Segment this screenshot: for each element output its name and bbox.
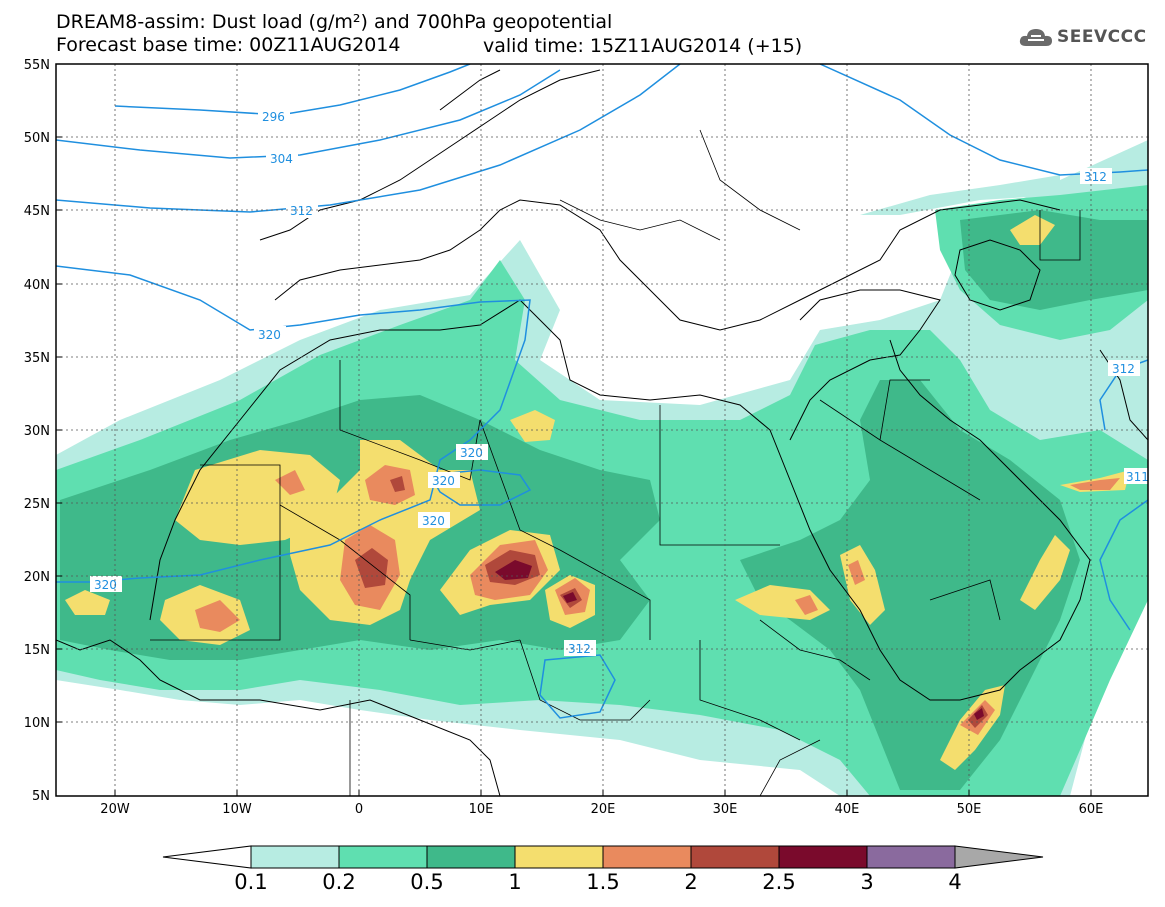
gridlines <box>56 64 1148 796</box>
latitude-labels: 55N 50N 45N 40N 35N 30N 25N 20N 15N 10N … <box>24 58 50 804</box>
lon-label: 10E <box>469 802 494 817</box>
contour-label: 304 <box>270 152 293 166</box>
lat-label: 55N <box>24 58 50 73</box>
legend-label: 2.5 <box>762 870 796 894</box>
contour-label: 320 <box>94 578 117 592</box>
contour-label: 320 <box>258 328 281 342</box>
logo-text: SEEVCCC <box>1057 27 1147 47</box>
geopotential-contours <box>56 64 1148 719</box>
lat-label: 20N <box>24 570 50 585</box>
legend-swatch <box>338 845 428 869</box>
contour-label: 312 <box>290 204 313 218</box>
legend-swatch <box>602 845 692 869</box>
seevccc-logo: SEEVCCC <box>1018 26 1147 48</box>
legend-swatch <box>690 845 780 869</box>
contour-label: 296 <box>262 110 285 124</box>
lon-label: 0 <box>355 802 363 817</box>
lon-label: 10W <box>222 802 252 817</box>
legend-label: 4 <box>948 870 962 894</box>
longitude-labels: 20W 10W 0 10E 20E 30E 40E 50E 60E <box>100 802 1103 817</box>
lon-label: 20E <box>591 802 616 817</box>
lat-label: 15N <box>24 643 50 658</box>
lat-label: 30N <box>24 424 50 439</box>
lat-label: 5N <box>32 789 50 804</box>
lon-label: 50E <box>957 802 982 817</box>
legend-arrow-high <box>954 845 1044 869</box>
cloud-logo-icon <box>1019 29 1052 46</box>
legend-label: 1.5 <box>586 870 620 894</box>
legend-label: 1 <box>508 870 522 894</box>
valid-time: valid time: 15Z11AUG2014 (+15) <box>483 35 803 57</box>
legend-swatch <box>514 845 604 869</box>
legend-swatch <box>426 845 516 869</box>
lat-label: 35N <box>24 351 50 366</box>
contour-label: 312 <box>1084 170 1107 184</box>
tick-marks <box>56 63 1092 796</box>
legend-label: 2 <box>684 870 698 894</box>
legend-label: 0.5 <box>410 870 444 894</box>
legend-label: 3 <box>860 870 874 894</box>
lon-label: 60E <box>1079 802 1104 817</box>
map-title: DREAM8-assim: Dust load (g/m²) and 700hP… <box>56 11 613 33</box>
country-borders <box>150 129 1081 796</box>
contour-label: 320 <box>432 474 455 488</box>
lon-label: 30E <box>713 802 738 817</box>
contour-label: 312 <box>568 642 591 656</box>
legend-arrow-low <box>162 845 252 869</box>
contour-label: 320 <box>460 446 483 460</box>
lat-label: 10N <box>24 716 50 731</box>
lat-label: 45N <box>24 204 50 219</box>
lat-label: 40N <box>24 278 50 293</box>
legend-label: 0.2 <box>322 870 356 894</box>
legend-swatch <box>866 845 956 869</box>
contour-label: 320 <box>422 514 445 528</box>
contour-label: 311 <box>1126 470 1149 484</box>
legend-swatch <box>250 845 340 869</box>
forecast-base-time: Forecast base time: 00Z11AUG2014 <box>56 34 401 56</box>
contour-labels: 296 304 312 320 320 320 320 320 312 312 … <box>90 108 1149 656</box>
lon-label: 20W <box>100 802 130 817</box>
lat-label: 25N <box>24 497 50 512</box>
legend-label: 0.1 <box>234 870 268 894</box>
lon-label: 40E <box>835 802 860 817</box>
map-area <box>56 64 1148 796</box>
lat-label: 50N <box>24 131 50 146</box>
legend-colorbar <box>162 845 1044 869</box>
legend-swatch <box>778 845 868 869</box>
contour-label: 312 <box>1112 362 1135 376</box>
dust-band-2.5 <box>495 560 984 720</box>
